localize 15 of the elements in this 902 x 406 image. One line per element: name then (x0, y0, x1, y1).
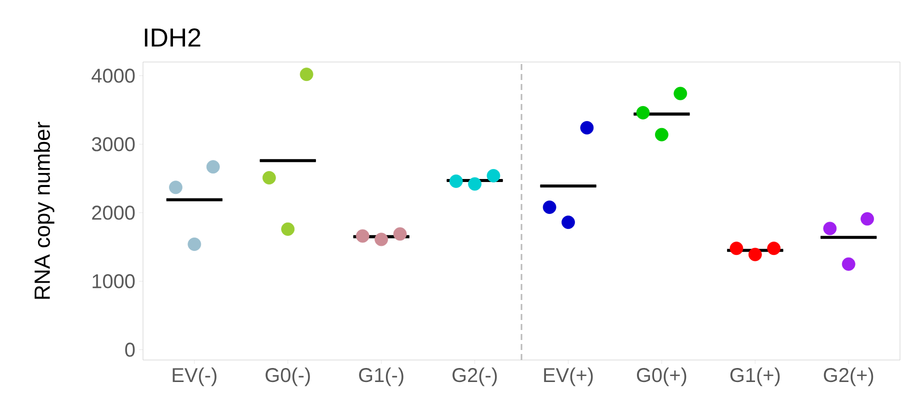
x-tick-label: G2(-) (452, 368, 497, 386)
y-tick-label: 4000 (92, 68, 135, 83)
y-tick-label: 3000 (92, 137, 135, 152)
x-tick-label: G1(+) (730, 368, 780, 386)
y-tick-label: 2000 (92, 206, 135, 220)
x-tick-label: G1(-) (359, 368, 404, 386)
chart-title: IDH2 (144, 28, 200, 46)
y-tick-label: 1000 (92, 274, 135, 288)
x-tick-label: EV(-) (172, 368, 216, 386)
x-tick-label: G2(+) (824, 368, 874, 386)
x-tick-label: EV(+) (544, 368, 593, 386)
x-tick-label: G0(+) (636, 368, 686, 386)
y-tick-label: 0 (125, 342, 135, 357)
x-tick-label: G0(-) (266, 368, 310, 386)
y-axis-title: RNA copy number (34, 122, 54, 299)
